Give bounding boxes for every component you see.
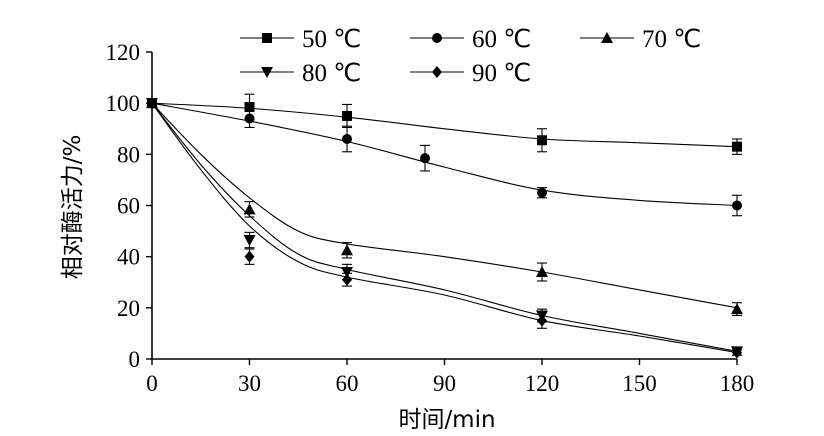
data-point <box>244 250 255 263</box>
data-point <box>732 346 742 359</box>
data-point <box>342 273 352 286</box>
y-ticks: 0 20 40 60 80 100 120 <box>106 40 152 372</box>
data-point <box>536 266 548 278</box>
data-point <box>420 153 430 164</box>
data-point <box>244 102 255 113</box>
legend-item: 80 ℃ <box>240 60 361 87</box>
legend-marker <box>261 67 273 78</box>
y-axis-title: 相对酶活力/% <box>60 135 86 280</box>
data-point <box>342 133 352 144</box>
data-point <box>341 244 353 256</box>
x-tick-label: 150 <box>622 371 657 396</box>
x-tick-label: 90 <box>433 371 456 396</box>
data-point <box>243 203 256 215</box>
data-point <box>732 200 742 211</box>
series-line <box>151 102 738 352</box>
x-tick-label: 60 <box>336 371 359 396</box>
legend-label: 60 ℃ <box>472 26 531 53</box>
legend-item: 70 ℃ <box>580 26 701 53</box>
x-axis-title: 时间/min <box>398 407 495 433</box>
x-tick-label: 30 <box>238 371 261 396</box>
y-tick-label: 100 <box>106 91 141 116</box>
series-0 <box>147 93 742 155</box>
legend-label: 90 ℃ <box>472 60 531 87</box>
y-tick-label: 20 <box>117 296 140 321</box>
plot-area <box>146 93 743 359</box>
y-tick-label: 80 <box>117 142 140 167</box>
legend-marker <box>432 33 442 43</box>
series-line <box>151 102 738 354</box>
data-point <box>731 303 743 315</box>
data-point <box>537 314 547 327</box>
data-point <box>732 141 742 152</box>
data-point <box>341 267 353 279</box>
y-tick-label: 120 <box>106 40 141 65</box>
legend-item: 50 ℃ <box>240 26 361 53</box>
y-tick-label: 60 <box>117 194 140 219</box>
x-tick-label: 0 <box>146 371 158 396</box>
y-tick-label: 0 <box>129 347 141 372</box>
legend-marker <box>432 66 442 78</box>
data-point <box>244 113 255 124</box>
legend-label: 80 ℃ <box>302 60 361 87</box>
series-line <box>151 102 738 148</box>
x-tick-label: 180 <box>720 371 755 396</box>
legend-marker <box>262 33 272 43</box>
legend-marker <box>601 32 613 43</box>
series-3 <box>146 98 743 358</box>
data-point <box>243 235 256 247</box>
series-4 <box>147 97 742 359</box>
data-point <box>537 135 547 146</box>
legend-item: 60 ℃ <box>410 26 531 53</box>
series-2 <box>146 97 743 317</box>
legend: 50 ℃ 60 ℃ 70 ℃ 80 ℃ 90 ℃ <box>240 26 701 87</box>
x-tick-label: 120 <box>525 371 560 396</box>
data-point <box>147 97 157 110</box>
series-line <box>151 102 738 309</box>
x-ticks: 0 30 60 90 120 150 180 <box>146 359 754 396</box>
y-tick-label: 40 <box>117 245 140 270</box>
legend-label: 50 ℃ <box>302 26 361 53</box>
series-1 <box>147 98 742 217</box>
legend-label: 70 ℃ <box>642 26 701 53</box>
data-point <box>342 110 352 121</box>
legend-item: 90 ℃ <box>410 60 531 87</box>
data-point <box>537 187 547 198</box>
